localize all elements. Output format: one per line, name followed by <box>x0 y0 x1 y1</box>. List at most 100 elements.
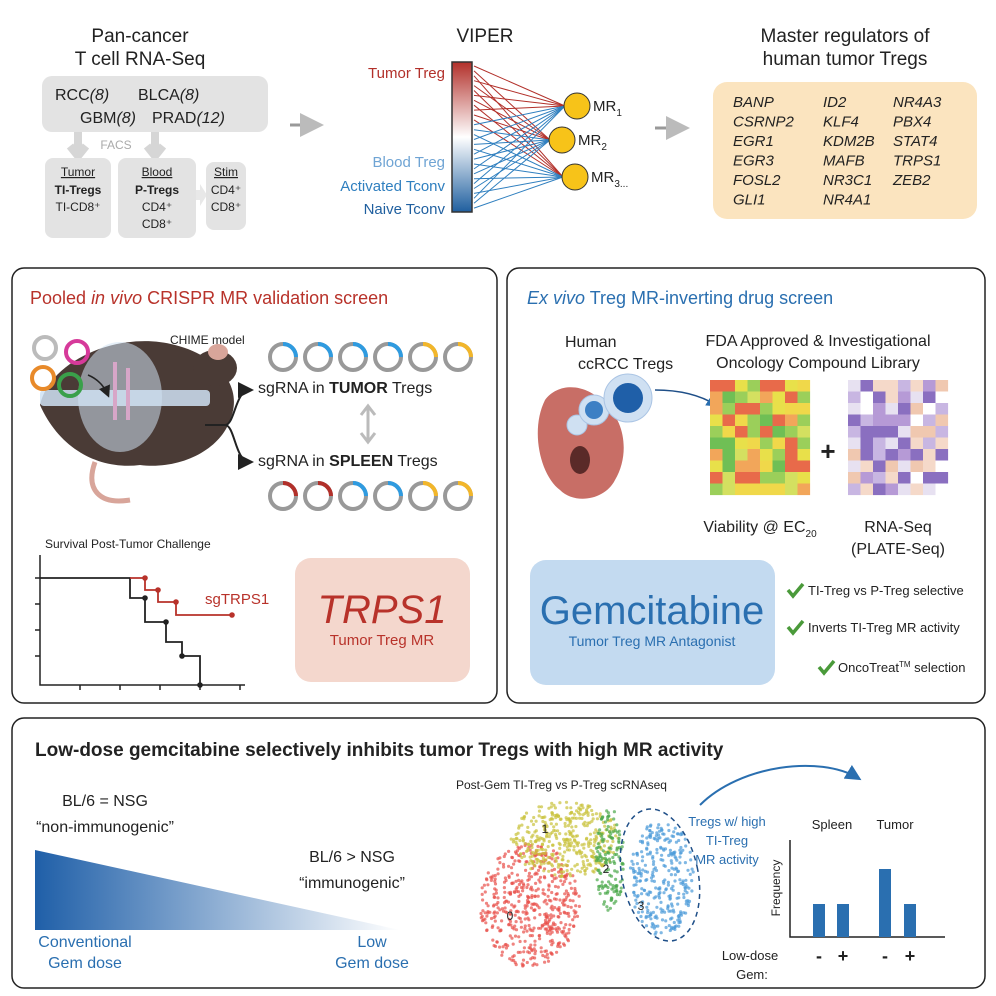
cell-dot <box>516 950 520 955</box>
cell-dot <box>543 927 547 931</box>
cell-dot <box>611 855 615 860</box>
cell-dot <box>606 889 610 894</box>
cell-dot <box>667 869 671 873</box>
cell-dot <box>541 856 546 860</box>
cell-dot <box>641 855 645 859</box>
cell-dot <box>540 924 545 928</box>
cell-dot <box>554 822 559 826</box>
cell-dot <box>523 862 527 867</box>
heat-cell <box>910 414 924 427</box>
cell-dot <box>532 947 536 951</box>
cell-dot <box>561 864 565 868</box>
cell-dot <box>621 867 625 871</box>
heat-cell <box>710 449 723 461</box>
cell-dot <box>543 955 547 959</box>
cell-dot <box>496 900 500 905</box>
cell-dot <box>486 910 490 914</box>
cell-dot <box>566 824 571 828</box>
cell-dot <box>542 869 546 873</box>
cell-dot <box>551 843 555 847</box>
cell-dot <box>566 911 571 916</box>
cell-dot <box>559 870 563 874</box>
heat-cell <box>735 403 748 415</box>
cell-dot <box>661 879 666 884</box>
regulon-line <box>473 90 564 178</box>
cell-dot <box>614 877 618 882</box>
dose-label: Low <box>357 934 387 951</box>
highlight-note: TI-Treg <box>706 833 748 848</box>
regulon-line <box>473 114 551 141</box>
cell-dot <box>585 836 589 841</box>
heat-cell <box>760 391 773 404</box>
cell-dot <box>612 810 617 814</box>
cell-dot <box>553 884 558 889</box>
cell-dot <box>672 920 676 925</box>
cell-dot <box>630 859 634 863</box>
cell-dot <box>652 896 656 900</box>
cell-dot <box>656 924 660 928</box>
hit-box <box>530 560 775 685</box>
cell-dot <box>637 866 641 871</box>
cell-dot <box>527 900 531 904</box>
cell-dot <box>517 859 521 863</box>
heat-cell <box>860 391 874 404</box>
heat-cell <box>860 449 874 461</box>
regulon-line <box>473 104 564 178</box>
cell-dot <box>673 925 677 929</box>
heat-cell <box>722 460 736 473</box>
cell-dot <box>676 869 681 873</box>
cell-dot <box>607 880 611 884</box>
cell-dot <box>564 889 569 893</box>
cell-dot <box>667 909 671 913</box>
cell-dot <box>512 905 516 909</box>
cell-dot <box>522 854 527 858</box>
cell-dot <box>588 804 592 809</box>
cell-dot <box>674 840 679 844</box>
group-label: Spleen <box>812 817 852 832</box>
cell-dot <box>592 844 596 848</box>
cell-dot <box>533 943 537 947</box>
cell-dot <box>526 916 530 920</box>
cell-dot <box>649 823 653 827</box>
cell-dot <box>600 880 604 884</box>
cell-dot <box>498 856 502 860</box>
cell-dot <box>658 891 662 895</box>
cell-dot <box>664 837 668 841</box>
cell-dot <box>534 881 538 886</box>
cell-dot <box>648 829 652 833</box>
heat-cell <box>722 380 736 392</box>
regulon-lines <box>473 65 566 209</box>
cell-dot <box>554 857 558 861</box>
cell-dot <box>534 902 538 907</box>
cell-dot <box>688 872 692 877</box>
cell-dot <box>503 876 507 880</box>
cell-dot <box>526 950 530 954</box>
cell-dot <box>558 846 562 851</box>
cell-dot <box>574 824 578 829</box>
cell-dot <box>554 832 558 837</box>
cell-dot <box>645 825 649 829</box>
cell-dot <box>511 881 515 885</box>
viper-gradient <box>451 61 473 213</box>
gene: PBX4 <box>893 114 931 131</box>
cell-dot <box>684 878 688 882</box>
cell-dot <box>493 919 497 923</box>
master-section: Master regulators of human tumor Tregs B… <box>713 26 977 219</box>
heat-cell <box>797 449 811 461</box>
heat-cell <box>722 426 736 438</box>
cell-dot <box>591 869 595 873</box>
cell-dot <box>528 946 533 950</box>
heat-cell <box>873 472 886 484</box>
cell-dot <box>636 910 641 915</box>
cell-dot <box>638 879 642 883</box>
cell-dot <box>556 814 561 819</box>
cell-dot <box>574 904 578 908</box>
heat-cell <box>898 460 911 473</box>
regulon-line <box>473 105 566 155</box>
heat-cell <box>785 437 798 450</box>
cell-dot <box>541 888 545 892</box>
heat-cell <box>710 437 723 450</box>
cell-dot <box>518 939 522 944</box>
cell-dot <box>648 852 652 856</box>
cell-dot <box>513 934 518 938</box>
